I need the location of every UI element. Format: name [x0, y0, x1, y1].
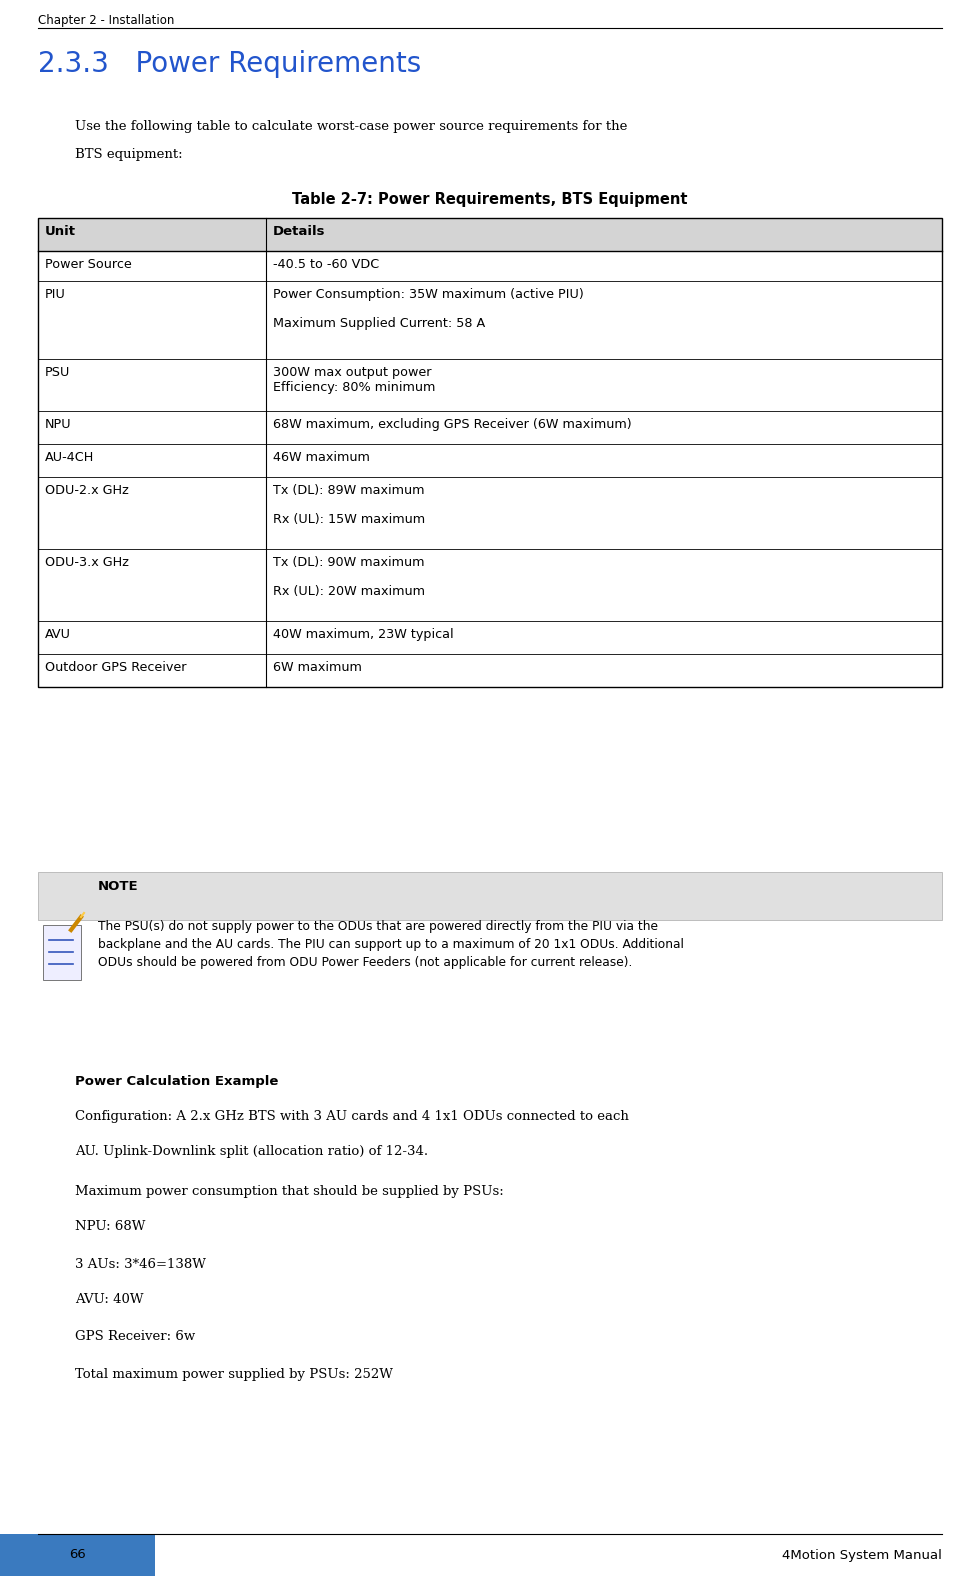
Bar	[0, 1533, 155, 1576]
Text: BTS equipment:: BTS equipment:	[75, 148, 183, 161]
Text: -40.5 to -60 VDC: -40.5 to -60 VDC	[273, 258, 378, 271]
Text: Table 2-7: Power Requirements, BTS Equipment: Table 2-7: Power Requirements, BTS Equip…	[291, 192, 687, 206]
Bar	[38, 872, 941, 920]
Text: Total maximum power supplied by PSUs: 252W: Total maximum power supplied by PSUs: 25…	[75, 1368, 392, 1381]
Text: 68W maximum, excluding GPS Receiver (6W maximum): 68W maximum, excluding GPS Receiver (6W …	[273, 418, 631, 430]
Text: 46W maximum: 46W maximum	[273, 451, 370, 463]
Text: Rx (UL): 20W maximum: Rx (UL): 20W maximum	[273, 585, 424, 597]
Text: GPS Receiver: 6w: GPS Receiver: 6w	[75, 1330, 195, 1343]
Bar	[38, 251, 941, 281]
Text: backplane and the AU cards. The PIU can support up to a maximum of 20 1x1 ODUs. : backplane and the AU cards. The PIU can …	[98, 938, 684, 950]
Text: PIU: PIU	[45, 288, 66, 301]
Text: Power Calculation Example: Power Calculation Example	[75, 1075, 278, 1087]
Text: 66: 66	[69, 1549, 86, 1562]
Bar	[38, 548, 941, 621]
Text: ODU-3.x GHz: ODU-3.x GHz	[45, 556, 129, 569]
Text: Power Consumption: 35W maximum (active PIU): Power Consumption: 35W maximum (active P…	[273, 288, 583, 301]
Text: The PSU(s) do not supply power to the ODUs that are powered directly from the PI: The PSU(s) do not supply power to the OD…	[98, 920, 657, 933]
Text: NPU: 68W: NPU: 68W	[75, 1220, 145, 1232]
Text: NPU: NPU	[45, 418, 71, 430]
Text: Chapter 2 - Installation: Chapter 2 - Installation	[38, 14, 174, 27]
Text: NOTE: NOTE	[98, 879, 139, 894]
Bar	[38, 411, 941, 444]
Bar	[38, 281, 941, 359]
Text: Details: Details	[273, 225, 325, 238]
Text: Use the following table to calculate worst-case power source requirements for th: Use the following table to calculate wor…	[75, 120, 627, 132]
Bar	[38, 217, 941, 251]
Bar	[38, 621, 941, 654]
Bar	[38, 217, 941, 687]
Text: Tx (DL): 89W maximum: Tx (DL): 89W maximum	[273, 484, 424, 496]
Text: 6W maximum: 6W maximum	[273, 660, 362, 675]
Bar	[38, 359, 941, 411]
Bar	[38, 444, 941, 478]
Text: AVU: 40W: AVU: 40W	[75, 1292, 144, 1307]
Text: 300W max output power: 300W max output power	[273, 366, 431, 378]
Text: ODUs should be powered from ODU Power Feeders (not applicable for current releas: ODUs should be powered from ODU Power Fe…	[98, 957, 632, 969]
Text: Efficiency: 80% minimum: Efficiency: 80% minimum	[273, 381, 435, 394]
Text: Maximum power consumption that should be supplied by PSUs:: Maximum power consumption that should be…	[75, 1185, 504, 1198]
Text: AVU: AVU	[45, 627, 71, 641]
Text: Unit: Unit	[45, 225, 76, 238]
Text: Tx (DL): 90W maximum: Tx (DL): 90W maximum	[273, 556, 424, 569]
Text: 3 AUs: 3*46=138W: 3 AUs: 3*46=138W	[75, 1258, 205, 1270]
Text: 4Motion System Manual: 4Motion System Manual	[781, 1549, 941, 1562]
Text: Rx (UL): 15W maximum: Rx (UL): 15W maximum	[273, 514, 424, 526]
Text: Outdoor GPS Receiver: Outdoor GPS Receiver	[45, 660, 187, 675]
Bar	[38, 478, 941, 548]
Text: Configuration: A 2.x GHz BTS with 3 AU cards and 4 1x1 ODUs connected to each: Configuration: A 2.x GHz BTS with 3 AU c…	[75, 1110, 628, 1124]
Text: AU-4CH: AU-4CH	[45, 451, 94, 463]
Text: 2.3.3   Power Requirements: 2.3.3 Power Requirements	[38, 50, 421, 77]
Text: ODU-2.x GHz: ODU-2.x GHz	[45, 484, 129, 496]
Text: AU. Uplink-Downlink split (allocation ratio) of 12-34.: AU. Uplink-Downlink split (allocation ra…	[75, 1146, 427, 1158]
Bar	[38, 654, 941, 687]
Text: PSU: PSU	[45, 366, 70, 378]
Bar	[43, 925, 81, 980]
Text: 40W maximum, 23W typical: 40W maximum, 23W typical	[273, 627, 453, 641]
Text: :: :	[270, 1075, 274, 1087]
Text: Maximum Supplied Current: 58 A: Maximum Supplied Current: 58 A	[273, 317, 485, 329]
Text: Power Source: Power Source	[45, 258, 132, 271]
